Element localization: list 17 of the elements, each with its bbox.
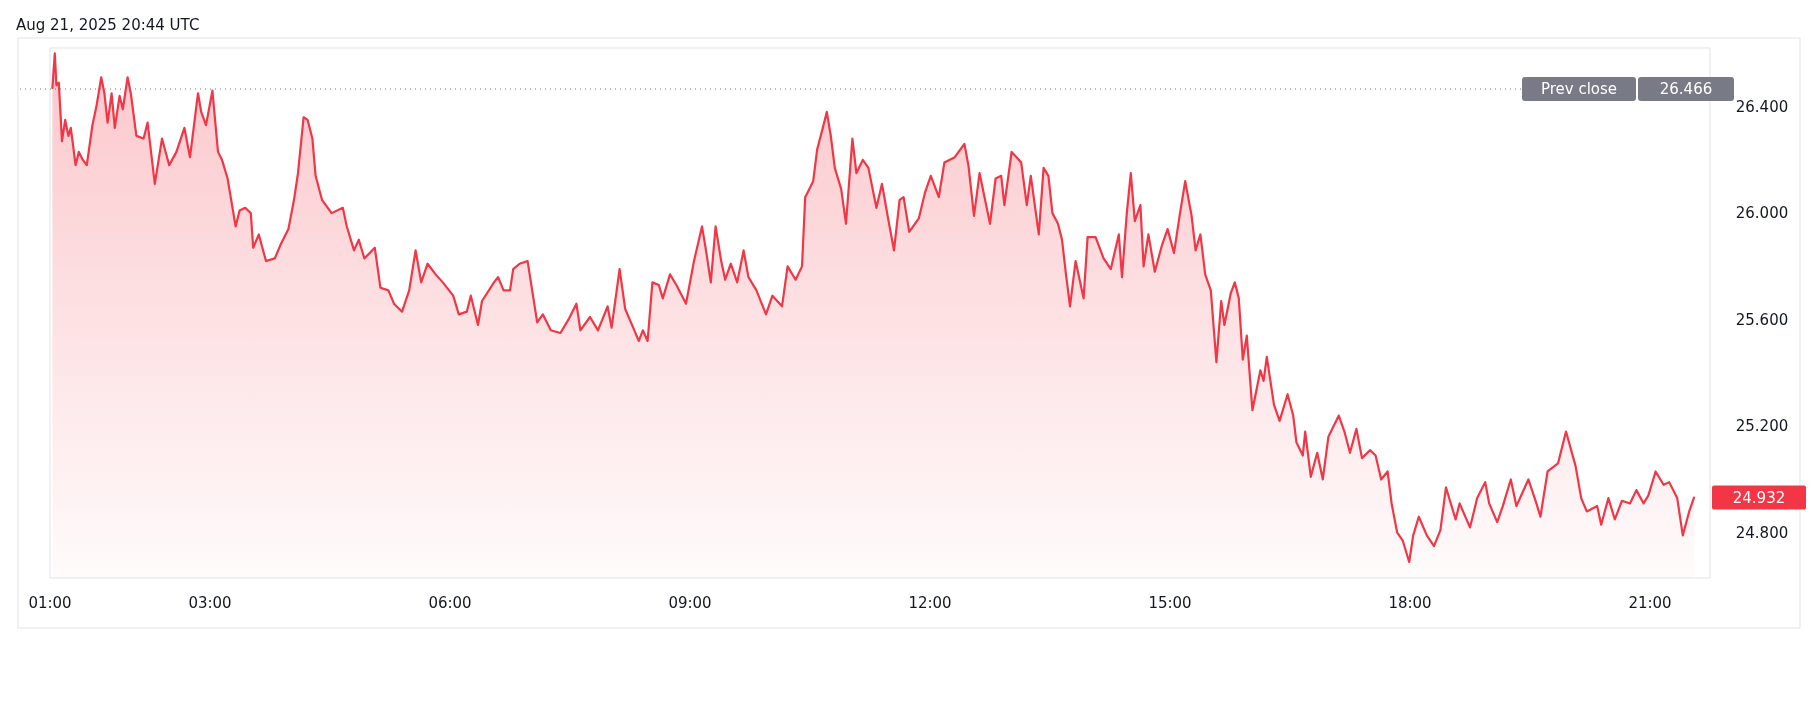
x-tick-label: 01:00 — [28, 594, 72, 612]
annotation: 26.466 — [1659, 80, 1713, 99]
annotation: 24.932 — [1732, 488, 1786, 507]
y-tick-label: 24.800 — [1735, 523, 1789, 542]
x-tick-label: 12:00 — [908, 594, 952, 612]
y-tick-label: 26.400 — [1735, 97, 1789, 116]
text: Aug 21, 2025 20:44 UTC — [16, 16, 200, 34]
ref-line-label: Prev close — [1540, 80, 1618, 99]
y-tick-label: 25.200 — [1735, 417, 1789, 436]
x-tick-label: 06:00 — [428, 594, 472, 612]
x-tick-label: 03:00 — [188, 594, 232, 612]
y-tick-label: 25.600 — [1735, 310, 1789, 329]
x-tick-label: 15:00 — [1148, 594, 1192, 612]
x-tick-label: 18:00 — [1388, 594, 1432, 612]
x-tick-label: 21:00 — [1628, 594, 1672, 612]
y-tick-label: 26.000 — [1735, 204, 1789, 223]
x-tick-label: 09:00 — [668, 594, 712, 612]
